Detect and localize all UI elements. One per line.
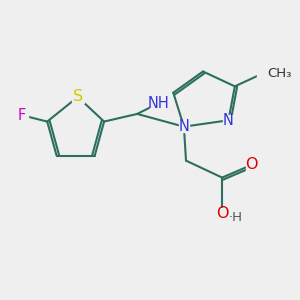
Text: F: F (18, 108, 26, 123)
Bar (150, 98, 167, 109)
Bar (178, 122, 189, 132)
Bar (257, 68, 278, 80)
Text: N: N (223, 113, 234, 128)
Bar (72, 91, 84, 103)
Text: ·H: ·H (229, 211, 243, 224)
Text: S: S (73, 89, 83, 104)
Text: N: N (178, 119, 189, 134)
Text: O: O (245, 158, 258, 172)
Bar (216, 208, 228, 220)
Bar (223, 115, 234, 126)
Text: NH: NH (148, 96, 169, 111)
Bar (246, 159, 258, 171)
Text: O: O (216, 206, 228, 221)
Text: CH₃: CH₃ (268, 67, 292, 80)
Bar (16, 109, 28, 121)
